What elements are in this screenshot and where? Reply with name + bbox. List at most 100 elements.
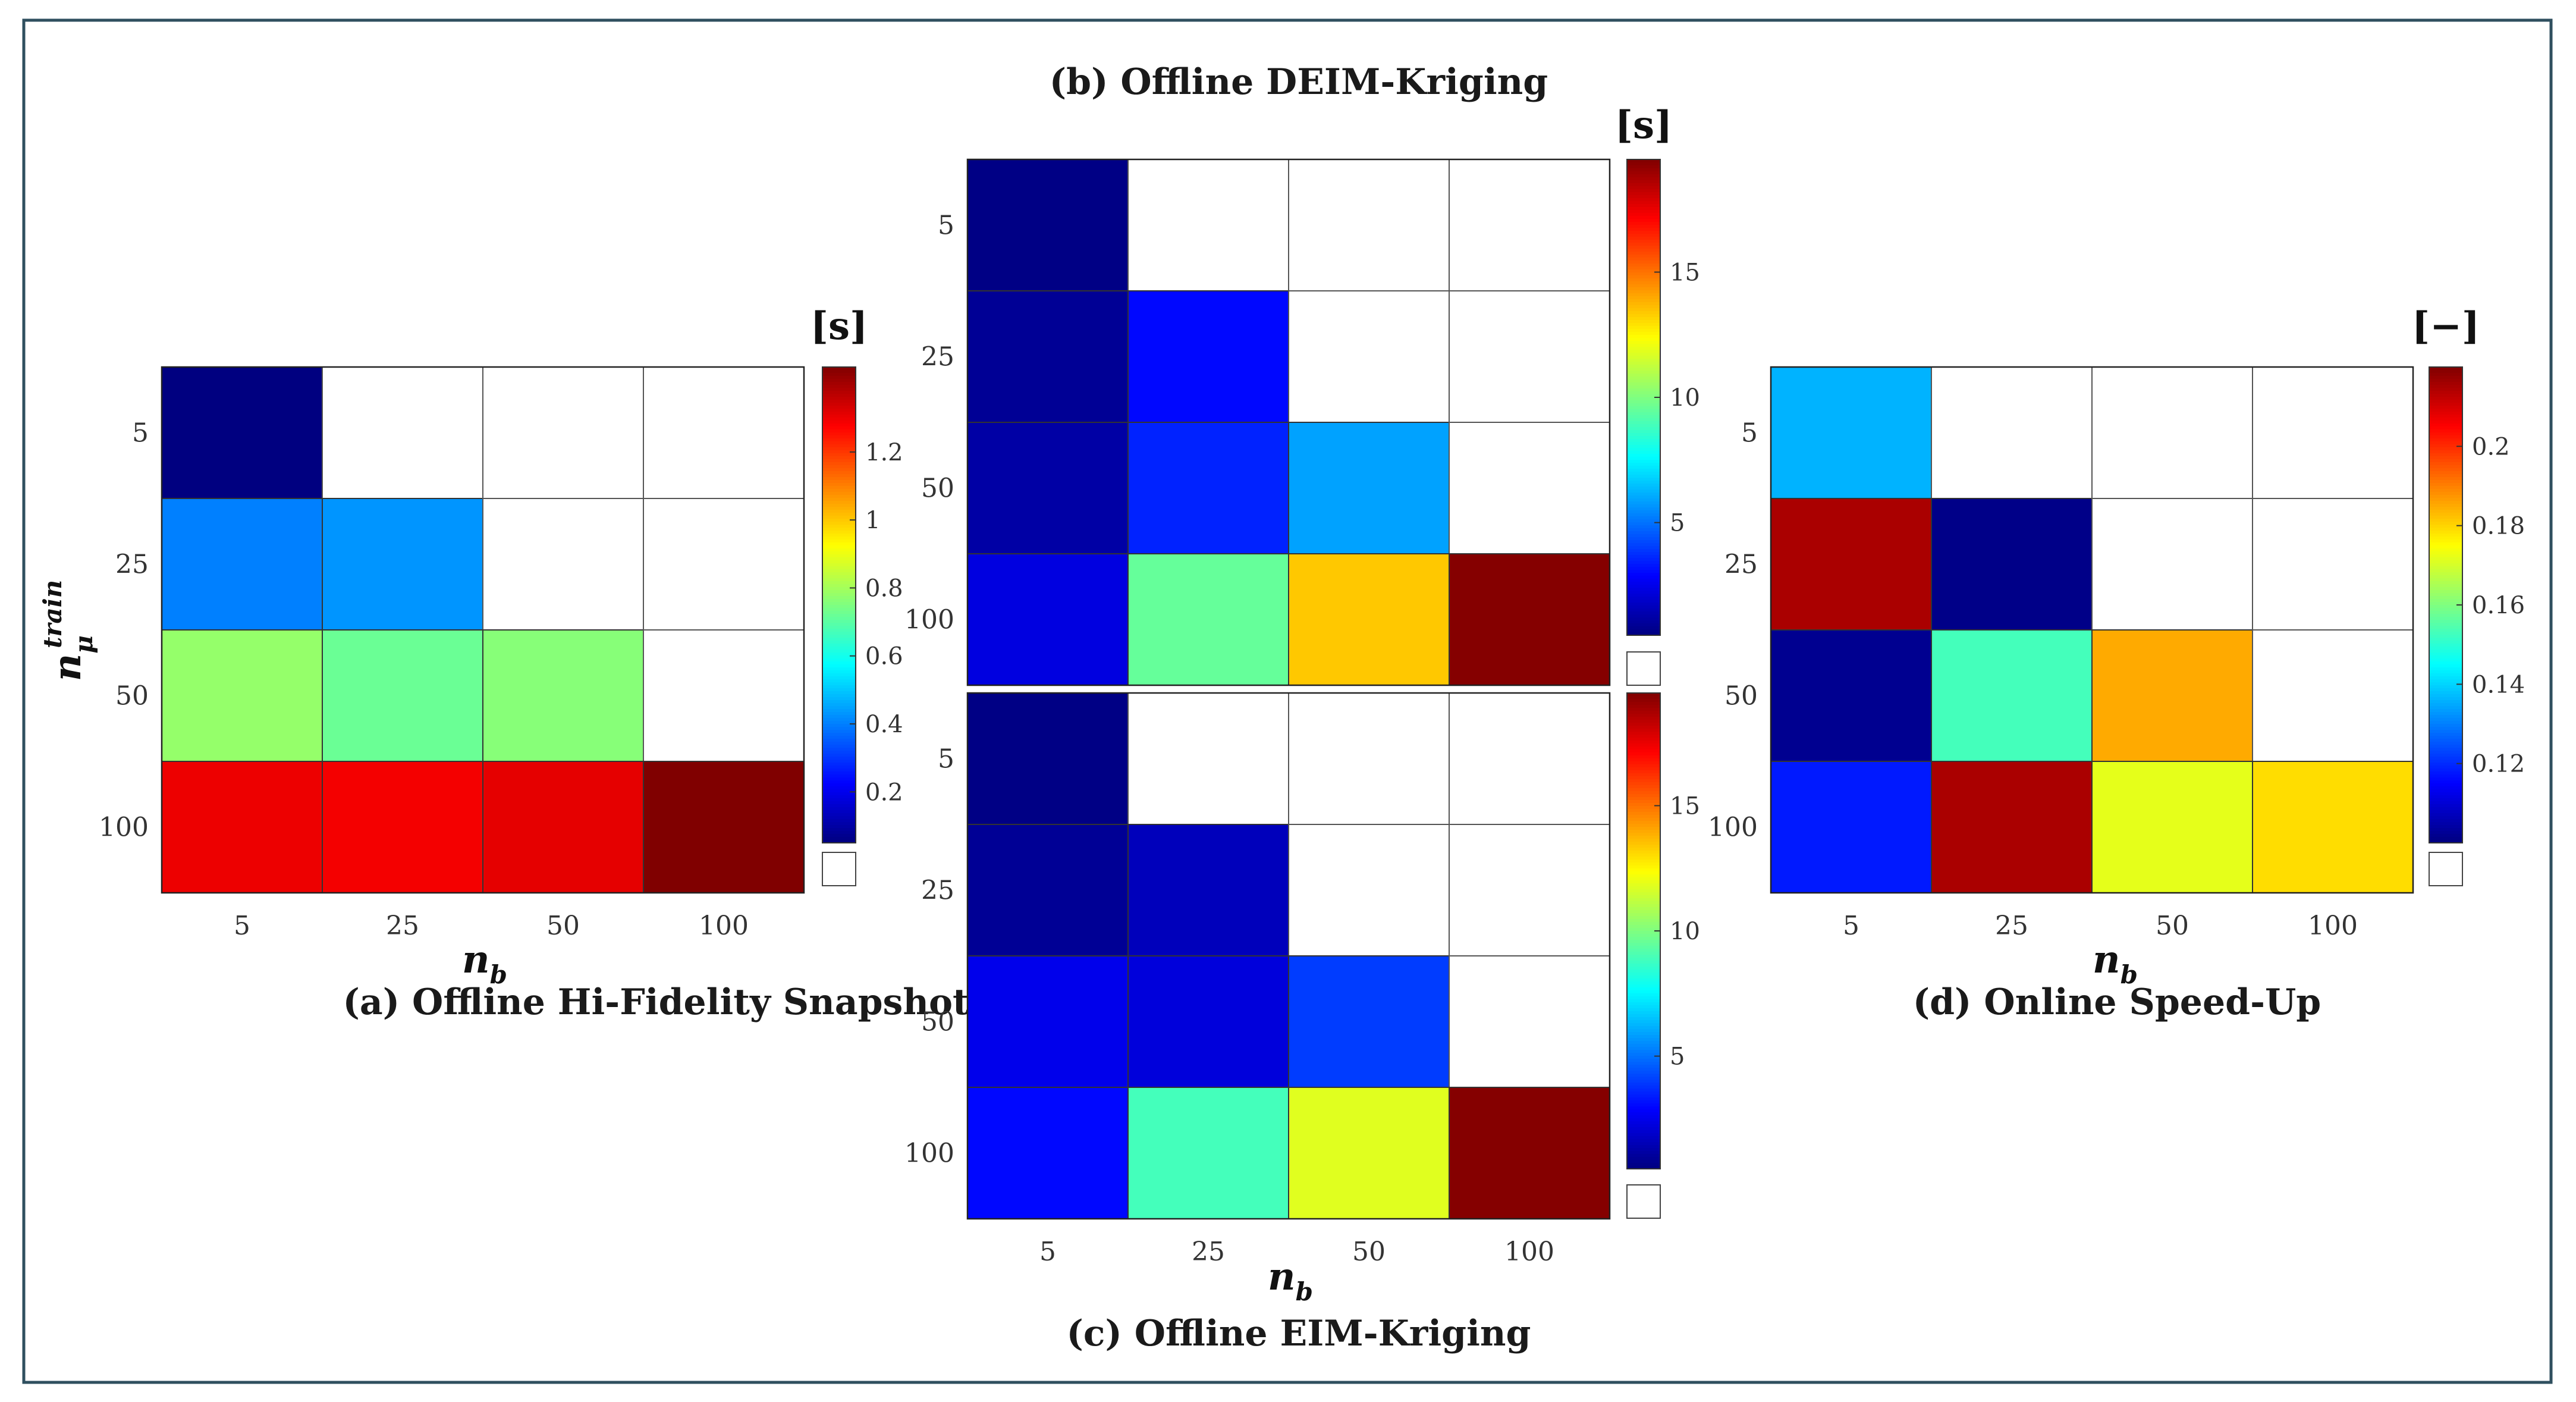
colorbar-b-tick-5: 5 <box>1670 510 1685 537</box>
colorbar-b-band-114 <box>1627 498 1660 502</box>
colorbar-b-band-110 <box>1627 487 1660 490</box>
heatmap-d-cell-r2-c3 <box>2252 629 2414 762</box>
colorbar-c-band-63 <box>1627 880 1660 884</box>
colorbar-a-band-53 <box>822 525 856 528</box>
colorbar-a-band-28 <box>822 450 856 454</box>
heatmap-d: 5 25 50 100 5 25 50 100 0.12 0.14 0.16 0.18 0.2 [−] (d… <box>1708 304 2525 1023</box>
colorbar-d-band-60 <box>2429 545 2462 549</box>
colorbar-b-band-54 <box>1627 320 1660 324</box>
colorbar-d-band-154 <box>2429 825 2462 829</box>
heatmap-c-xtick-5: 5 <box>1039 1237 1056 1267</box>
colorbar-d-band-112 <box>2429 700 2462 704</box>
colorbar-d-band-139 <box>2429 780 2462 784</box>
colorbar-b-band-0 <box>1627 159 1660 163</box>
colorbar-b-band-46 <box>1627 296 1660 300</box>
colorbar-d-band-104 <box>2429 676 2462 680</box>
colorbar-d-band-48 <box>2429 510 2462 513</box>
colorbar-c-band-110 <box>1627 1020 1660 1024</box>
colorbar-a-band-5 <box>822 382 856 385</box>
colorbar-b-band-139 <box>1627 573 1660 576</box>
colorbar-a-band-26 <box>822 444 856 448</box>
colorbar-b-band-17 <box>1627 210 1660 214</box>
colorbar-c-band-14 <box>1627 735 1660 738</box>
colorbar-a-band-18 <box>822 421 856 424</box>
heatmap-b-ytick-25: 25 <box>921 342 954 372</box>
colorbar-a-band-20 <box>822 426 856 430</box>
colorbar-d-band-8 <box>2429 391 2462 394</box>
colorbar-b-band-120 <box>1627 516 1660 520</box>
colorbar-c-band-112 <box>1627 1026 1660 1030</box>
colorbar-a-band-120 <box>822 724 856 727</box>
colorbar-b-band-75 <box>1627 382 1660 386</box>
colorbar-b-band-65 <box>1627 353 1660 356</box>
colorbar-d-band-70 <box>2429 575 2462 579</box>
heatmap-b-cell-r3-c2 <box>1288 553 1450 686</box>
colorbar-d-band-131 <box>2429 757 2462 760</box>
colorbar-b-band-91 <box>1627 430 1660 434</box>
colorbar-a-band-41 <box>822 489 856 493</box>
colorbar-c-band-128 <box>1627 1074 1660 1077</box>
colorbar-a-band-25 <box>822 441 856 445</box>
colorbar-c-band-120 <box>1627 1050 1660 1053</box>
colorbar-b-band-51 <box>1627 311 1660 315</box>
colorbar-d-band-0 <box>2429 367 2462 371</box>
colorbar-b-tick-10: 10 <box>1670 384 1700 412</box>
colorbar-a-band-34 <box>822 468 856 472</box>
colorbar-c-band-4 <box>1627 705 1660 708</box>
colorbar-b-band-95 <box>1627 442 1660 446</box>
colorbar-d-band-5 <box>2429 382 2462 385</box>
colorbar-c-band-76 <box>1627 919 1660 923</box>
colorbar-d-band-79 <box>2429 602 2462 606</box>
colorbar-b-band-44 <box>1627 290 1660 294</box>
colorbar-a-band-106 <box>822 682 856 686</box>
colorbar-a-band-32 <box>822 462 856 466</box>
colorbar-a-band-80 <box>822 605 856 609</box>
heatmap-b-cell-r1-c0 <box>967 290 1129 423</box>
colorbar-d-band-2 <box>2429 373 2462 377</box>
colorbar-a-band-12 <box>822 403 856 406</box>
colorbar-a-band-30 <box>822 456 856 460</box>
colorbar-b-band-25 <box>1627 234 1660 237</box>
colorbar-a-band-103 <box>822 673 856 677</box>
heatmap-a-cell-r1-c2 <box>482 498 644 631</box>
colorbar-a-band-39 <box>822 483 856 487</box>
colorbar-d-band-42 <box>2429 492 2462 495</box>
heatmap-a-xtick-50: 50 <box>546 911 580 941</box>
colorbar-b-band-35 <box>1627 264 1660 267</box>
heatmap-c-cell-r3-c0 <box>967 1087 1129 1219</box>
colorbar-c-band-0 <box>1627 693 1660 697</box>
heatmap-b-cell-r1-c3 <box>1449 290 1610 423</box>
colorbar-d-band-129 <box>2429 751 2462 754</box>
colorbar-b-band-67 <box>1627 359 1660 362</box>
colorbar-c-band-141 <box>1627 1112 1660 1116</box>
heatmap-c-plot-border <box>966 692 1611 1220</box>
colorbar-b-band-11 <box>1627 192 1660 196</box>
heatmap-d-cell-r2-c0 <box>1770 629 1932 762</box>
colorbar-a-band-35 <box>822 471 856 475</box>
colorbar-a-band-70 <box>822 575 856 579</box>
colorbar-c-band-136 <box>1627 1097 1660 1101</box>
colorbar-c-band-24 <box>1627 764 1660 768</box>
colorbar-a-band-105 <box>822 679 856 683</box>
colorbar-b-band-27 <box>1627 240 1660 243</box>
heatmap-b-cell-r0-c1 <box>1127 159 1289 291</box>
colorbar-c-band-144 <box>1627 1121 1660 1125</box>
colorbar-d-band-20 <box>2429 426 2462 430</box>
colorbar-b-band-64 <box>1627 350 1660 353</box>
colorbar-d-band-55 <box>2429 531 2462 534</box>
colorbar-c-band-156 <box>1627 1157 1660 1161</box>
colorbar-b-band-150 <box>1627 606 1660 609</box>
heatmap-b-cell-r0-c3 <box>1449 159 1610 291</box>
heatmap-d-cell-r1-c2 <box>2091 498 2253 631</box>
colorbar-b-band-2 <box>1627 165 1660 169</box>
colorbar-c-band-100 <box>1627 990 1660 994</box>
colorbar-b-band-105 <box>1627 472 1660 475</box>
colorbar-c-band-134 <box>1627 1092 1660 1095</box>
colorbar-d-band-57 <box>2429 537 2462 540</box>
heatmap-c-cell-r2-c0 <box>967 955 1129 1088</box>
colorbar-a-band-64 <box>822 557 856 561</box>
heatmap-c-ytick-5: 5 <box>938 744 954 774</box>
colorbar-d-unit: [−] <box>2412 304 2480 349</box>
heatmap-a-title: (a) Offline Hi-Fidelity Snapshots <box>343 981 989 1023</box>
colorbar-d-band-59 <box>2429 542 2462 546</box>
